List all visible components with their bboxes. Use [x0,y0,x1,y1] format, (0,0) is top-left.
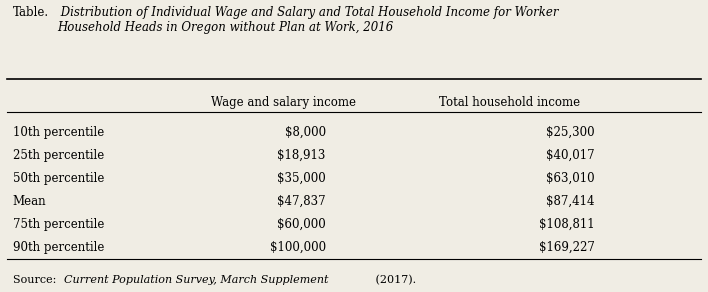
Text: Distribution of Individual Wage and Salary and Total Household Income for Worker: Distribution of Individual Wage and Sala… [57,6,559,34]
Text: $63,010: $63,010 [546,172,595,185]
Text: $47,837: $47,837 [277,195,326,208]
Text: $60,000: $60,000 [277,218,326,231]
Text: $108,811: $108,811 [539,218,595,231]
Text: 25th percentile: 25th percentile [13,149,104,162]
Text: Total household income: Total household income [439,96,581,109]
Text: $18,913: $18,913 [278,149,326,162]
Text: Table.: Table. [13,6,49,19]
Text: Current Population Survey, March Supplement: Current Population Survey, March Supplem… [64,275,329,285]
Text: $8,000: $8,000 [285,126,326,139]
Text: 10th percentile: 10th percentile [13,126,104,139]
Text: (2017).: (2017). [372,275,416,286]
Text: $40,017: $40,017 [546,149,595,162]
Text: $169,227: $169,227 [539,241,595,254]
Text: $87,414: $87,414 [546,195,595,208]
Text: Wage and salary income: Wage and salary income [211,96,355,109]
Text: $100,000: $100,000 [270,241,326,254]
Text: 50th percentile: 50th percentile [13,172,104,185]
Text: Source:: Source: [13,275,59,285]
Text: 75th percentile: 75th percentile [13,218,104,231]
Text: $35,000: $35,000 [277,172,326,185]
Text: Mean: Mean [13,195,46,208]
Text: $25,300: $25,300 [546,126,595,139]
Text: 90th percentile: 90th percentile [13,241,104,254]
